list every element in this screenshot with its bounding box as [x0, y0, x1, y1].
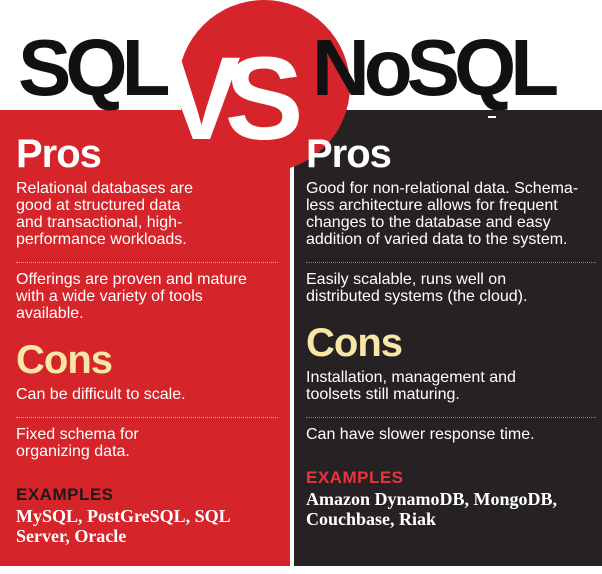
nosql-panel: [294, 110, 602, 566]
sql-pro-item: Offerings are proven and mature with a w…: [16, 271, 247, 322]
nosql-cons-heading: Cons: [306, 321, 403, 365]
nosql-pro-item: Easily scalable, runs well on distribute…: [306, 271, 528, 305]
vs-circle: [178, 0, 350, 172]
sql-examples-label: EXAMPLES: [16, 485, 114, 504]
nosql-examples: Amazon DynamoDB, MongoDB, Couchbase, Ria…: [306, 489, 558, 529]
nosql-pro-item: Good for non-relational data. Schema-les…: [306, 180, 579, 248]
sql-examples: MySQL, PostGreSQL, SQL Server, Oracle: [16, 506, 230, 546]
sql-panel: [0, 110, 290, 566]
sql-con-item: Can be difficult to scale.: [16, 386, 186, 403]
sql-pros-heading: Pros: [16, 132, 102, 176]
nosql-column: Pros Good for non-relational data. Schem…: [306, 134, 596, 529]
divider: [306, 417, 596, 418]
nosql-title: NoSQL: [312, 23, 559, 112]
nosql-con-item: Can have slower response time.: [306, 426, 535, 443]
divider: [16, 417, 278, 418]
nosql-con-item: Installation, management and toolsets st…: [306, 369, 516, 403]
vs-title: VS: [162, 33, 303, 165]
sql-con-item: Fixed schema for organizing data.: [16, 426, 139, 460]
sql-cons-heading: Cons: [16, 338, 113, 382]
sql-pro-item: Relational databases are good at structu…: [16, 180, 194, 248]
sql-column: Pros Relational databases are good at st…: [16, 134, 278, 546]
sql-title: SQL: [18, 23, 170, 112]
divider: [306, 262, 596, 263]
divider: [16, 262, 278, 263]
nosql-examples-label: EXAMPLES: [306, 468, 404, 487]
title-divider-mark: [488, 116, 496, 118]
nosql-pros-heading: Pros: [306, 132, 392, 176]
